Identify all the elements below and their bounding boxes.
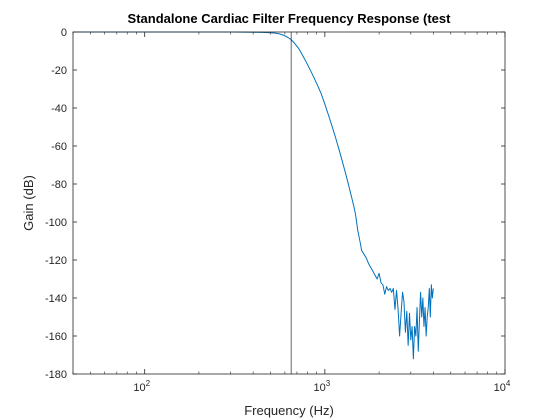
y-tick-label: -40 <box>51 103 67 115</box>
y-tick-label: -100 <box>45 217 67 229</box>
x-axis-label: Frequency (Hz) <box>244 403 334 418</box>
y-tick-label: -20 <box>51 65 67 77</box>
y-tick-label: -60 <box>51 141 67 153</box>
y-tick-label: -120 <box>45 255 67 267</box>
chart-title: Standalone Cardiac Filter Frequency Resp… <box>128 11 452 26</box>
y-tick-label: -180 <box>45 369 67 381</box>
y-tick-label: 0 <box>61 27 67 39</box>
y-tick-label: -80 <box>51 179 67 191</box>
axes-box <box>72 31 506 375</box>
series-layer <box>73 31 434 360</box>
y-axis-label: Gain (dB) <box>21 175 36 231</box>
y-tick-label: -160 <box>45 331 67 343</box>
y-tick-label: -140 <box>45 293 67 305</box>
series-line-0 <box>73 31 434 360</box>
plot-area <box>73 32 505 374</box>
y-axis-ticks: 0 -20 -40 -60 -80 -100 -120 -140 -160 -180 <box>45 27 505 381</box>
